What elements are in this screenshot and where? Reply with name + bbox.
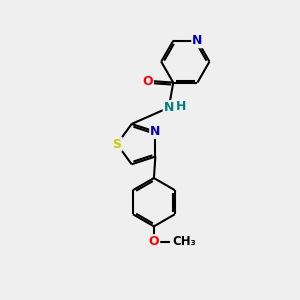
Text: N: N [150, 125, 161, 138]
Text: CH₃: CH₃ [172, 235, 196, 248]
Text: H: H [176, 100, 187, 113]
Text: O: O [148, 235, 159, 248]
Text: S: S [112, 138, 122, 151]
Text: O: O [142, 75, 153, 88]
Text: N: N [192, 34, 203, 47]
Text: N: N [164, 101, 174, 114]
